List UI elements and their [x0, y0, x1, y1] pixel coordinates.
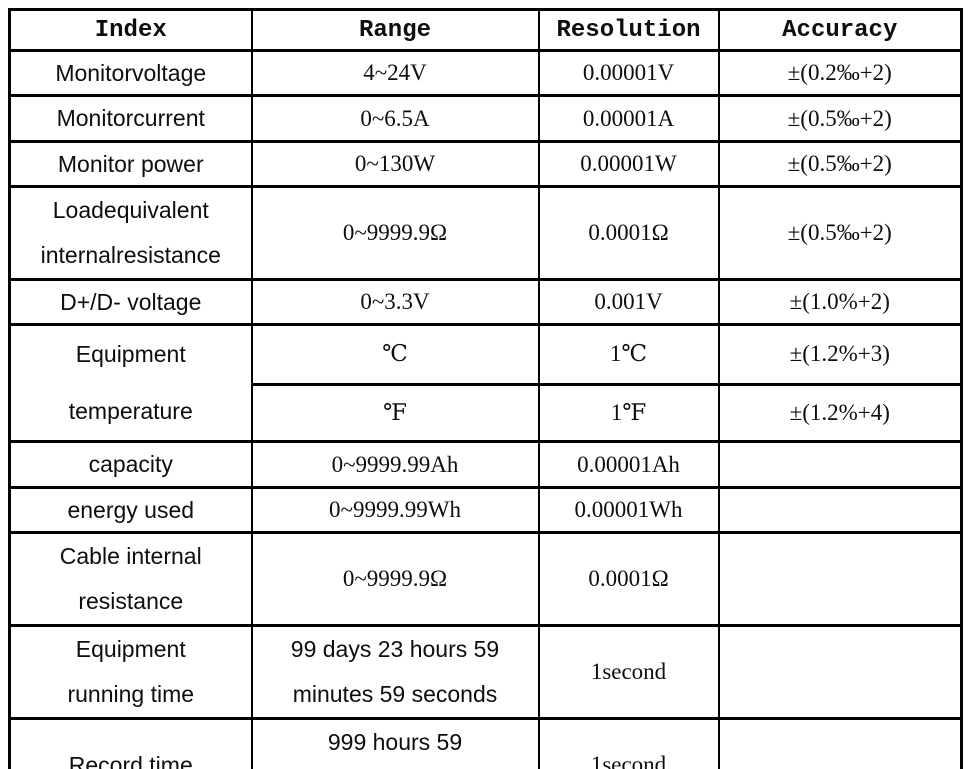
- table-row-energy-used: energy used 0~9999.99Wh 0.00001Wh: [8, 486, 963, 534]
- cell-accuracy: ±(1.2%+4): [717, 382, 963, 443]
- cell-accuracy: ±(0.5‰+2): [717, 140, 963, 188]
- cell-range: 0~130W: [250, 140, 540, 188]
- cell-accuracy: ±(0.5‰+2): [717, 185, 963, 281]
- cell-accuracy: [717, 717, 963, 769]
- cell-range: ℃: [250, 323, 540, 386]
- cell-range: 0~6.5A: [250, 94, 540, 143]
- header-row: Index Range Resolution Accuracy: [8, 8, 963, 52]
- cell-resolution: 1second: [537, 624, 720, 720]
- cell-index: energy used: [8, 486, 253, 534]
- table-row-equipment-temperature-celsius: Equipment temperature ℃ 1℃ ±(1.2%+3): [8, 323, 963, 443]
- col-header-resolution: Resolution: [537, 8, 720, 52]
- cell-resolution: 1℃: [537, 323, 720, 386]
- cell-index: Equipment running time: [8, 624, 253, 720]
- cell-resolution: 0.0001Ω: [537, 185, 720, 281]
- cell-range: 0~9999.99Ah: [250, 440, 540, 489]
- table-row-equipment-running-time: Equipment running time 99 days 23 hours 5…: [8, 624, 963, 720]
- cell-accuracy: ±(0.2‰+2): [717, 49, 963, 97]
- cell-resolution: 1℉: [537, 382, 720, 443]
- cell-index: Monitorcurrent: [8, 94, 253, 143]
- table-row-equipment-temperature-fahrenheit: ℉ 1℉ ±(1.2%+4): [10, 382, 963, 443]
- cell-index: Loadequivalent internalresistance: [8, 185, 253, 281]
- cell-resolution: 0.00001W: [537, 140, 720, 188]
- cell-range: 0~9999.99Wh: [250, 486, 540, 534]
- cell-resolution: 0.0001Ω: [537, 531, 720, 627]
- cell-resolution: 0.00001V: [537, 49, 720, 97]
- table-row-monitor-voltage: Monitorvoltage 4~24V 0.00001V ±(0.2‰+2): [8, 49, 963, 97]
- cell-range: 0~9999.9Ω: [250, 531, 540, 627]
- cell-index-merged: Equipment temperature: [8, 323, 253, 443]
- cell-resolution: 0.00001Wh: [537, 486, 720, 534]
- spec-table: Index Range Resolution Accuracy Monitorv…: [8, 8, 963, 769]
- cell-resolution: 0.00001Ah: [537, 440, 720, 489]
- col-header-range: Range: [250, 8, 540, 52]
- table-row-monitor-power: Monitor power 0~130W 0.00001W ±(0.5‰+2): [8, 140, 963, 188]
- cell-accuracy: [717, 440, 963, 489]
- table-row-load-equivalent-resistance: Loadequivalent internalresistance 0~9999.…: [8, 185, 963, 281]
- table-row-capacity: capacity 0~9999.99Ah 0.00001Ah: [8, 440, 963, 489]
- cell-accuracy: ±(1.2%+3): [717, 323, 963, 386]
- cell-index: Cable internal resistance: [8, 531, 253, 627]
- cell-index: Monitorvoltage: [8, 49, 253, 97]
- cell-accuracy: [717, 624, 963, 720]
- cell-index: D+/D- voltage: [8, 278, 253, 326]
- cell-accuracy: ±(0.5‰+2): [717, 94, 963, 143]
- table-row-dplus-dminus-voltage: D+/D- voltage 0~3.3V 0.001V ±(1.0%+2): [8, 278, 963, 326]
- cell-accuracy: [717, 531, 963, 627]
- cell-index: capacity: [8, 440, 253, 489]
- table-row-monitor-current: Monitorcurrent 0~6.5A 0.00001A ±(0.5‰+2): [8, 94, 963, 143]
- cell-range: 99 days 23 hours 59 minutes 59 seconds: [250, 624, 540, 720]
- col-header-index: Index: [8, 8, 253, 52]
- cell-range: 0~3.3V: [250, 278, 540, 326]
- cell-index: Record time: [8, 717, 253, 769]
- cell-range: 4~24V: [250, 49, 540, 97]
- cell-accuracy: ±(1.0%+2): [717, 278, 963, 326]
- cell-accuracy: [717, 486, 963, 534]
- table-row-cable-internal-resistance: Cable internal resistance 0~9999.9Ω 0.000…: [8, 531, 963, 627]
- cell-range: ℉: [250, 382, 540, 443]
- cell-resolution: 1second: [537, 717, 720, 769]
- cell-resolution: 0.001V: [537, 278, 720, 326]
- cell-index: Monitor power: [8, 140, 253, 188]
- cell-range: 0~9999.9Ω: [250, 185, 540, 281]
- cell-resolution: 0.00001A: [537, 94, 720, 143]
- col-header-accuracy: Accuracy: [717, 8, 963, 52]
